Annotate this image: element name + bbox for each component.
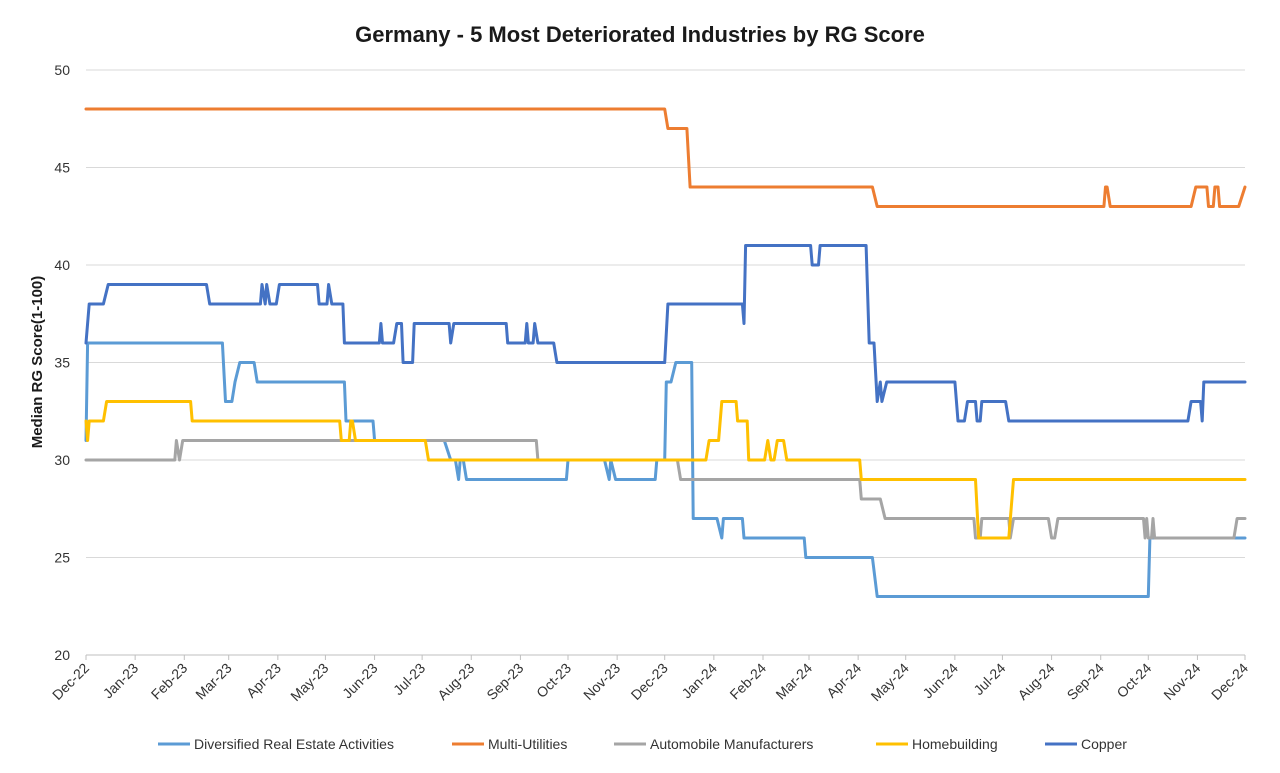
x-tick-label: Jan-23 <box>100 660 142 702</box>
x-tick-label: Nov-23 <box>580 660 623 703</box>
series-line-diversified-real-estate-activities <box>84 341 1247 598</box>
x-tick-label: Jun-23 <box>339 660 381 702</box>
y-tick-label: 40 <box>54 257 70 273</box>
series-line-homebuilding <box>84 400 1247 540</box>
legend-entry: Multi-Utilities <box>488 736 567 752</box>
y-axis-label: Median RG Score(1-100) <box>29 276 46 449</box>
legend-entry: Diversified Real Estate Activities <box>194 736 394 752</box>
x-tick-label: Apr-23 <box>243 660 284 701</box>
x-tick-label: Jan-24 <box>678 660 720 702</box>
y-tick-label: 50 <box>54 62 70 78</box>
x-tick-label: May-23 <box>287 660 331 704</box>
x-tick-label: Dec-22 <box>49 660 92 703</box>
y-tick-label: 45 <box>54 160 70 176</box>
series-line-multi-utilities <box>84 107 1247 208</box>
x-tick-label: Oct-24 <box>1113 660 1154 701</box>
x-tick-label: Feb-24 <box>726 660 769 703</box>
x-tick-label: May-24 <box>867 660 911 704</box>
x-tick-label: Mar-24 <box>772 660 815 703</box>
x-tick-label: Jun-24 <box>919 660 961 702</box>
y-tick-label: 20 <box>54 647 70 663</box>
x-tick-label: Aug-24 <box>1014 660 1057 703</box>
legend-entry: Homebuilding <box>912 736 998 752</box>
x-axis-ticks: Dec-22 Jan-23 Feb-23 Mar-23 Apr-23 May-23 Jun-… <box>49 655 1251 704</box>
x-tick-label: Sep-24 <box>1064 660 1107 703</box>
legend: Diversified Real Estate Activities Multi-… <box>158 736 1127 752</box>
chart-title: Germany - 5 Most Deteriorated Industries… <box>355 22 925 47</box>
legend-entry: Copper <box>1081 736 1127 752</box>
series-lines <box>84 107 1247 598</box>
x-tick-label: Dec-24 <box>1208 660 1251 703</box>
legend-entry: Automobile Manufacturers <box>650 736 813 752</box>
x-tick-label: Jul-24 <box>970 660 1008 698</box>
series-line-automobile-manufacturers <box>84 439 1247 540</box>
x-tick-label: Dec-23 <box>628 660 671 703</box>
x-tick-label: Apr-24 <box>823 660 864 701</box>
x-tick-label: Oct-23 <box>533 660 574 701</box>
x-tick-label: Nov-24 <box>1160 660 1203 703</box>
y-tick-label: 30 <box>54 452 70 468</box>
y-axis-ticks: 20 25 30 35 40 45 50 <box>54 62 70 663</box>
x-tick-label: Aug-23 <box>434 660 477 703</box>
series-line-copper <box>84 244 1247 423</box>
x-tick-label: Sep-23 <box>483 660 526 703</box>
x-tick-label: Jul-23 <box>390 660 428 698</box>
y-tick-label: 35 <box>54 355 70 371</box>
x-tick-label: Mar-23 <box>192 660 235 703</box>
x-tick-label: Feb-23 <box>148 660 191 703</box>
y-tick-label: 25 <box>54 550 70 566</box>
